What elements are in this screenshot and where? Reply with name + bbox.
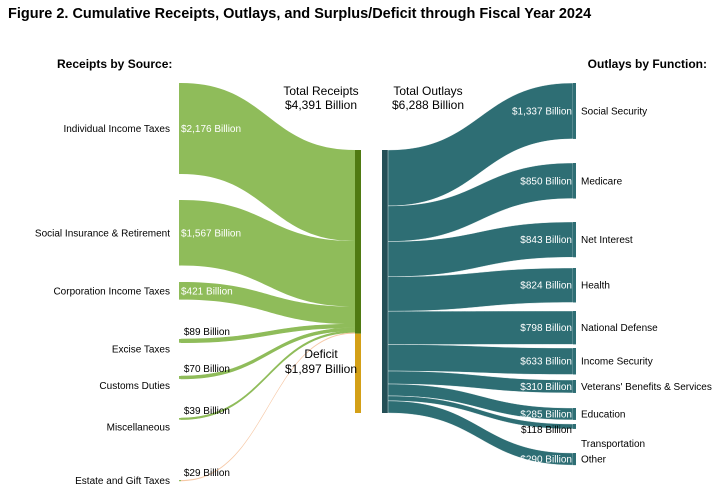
outlay-flow-national-defense xyxy=(387,310,574,345)
receipt-label-social-insurance-retirement: Social Insurance & Retirement xyxy=(35,228,170,239)
outlay-value-social-security: $1,337 Billion xyxy=(512,106,572,117)
outlay-label-education: Education xyxy=(581,409,625,420)
outlay-node-transportation xyxy=(573,424,576,429)
outlays-header: Outlays by Function: xyxy=(588,57,707,71)
outlay-label-transportation: Transportation xyxy=(581,439,645,450)
receipt-value-corporation-income-taxes: $421 Billion xyxy=(181,286,233,297)
outlay-flow-income-security xyxy=(387,344,574,375)
receipt-flow-estate-and-gift-taxes xyxy=(181,332,355,482)
receipt-node-social-insurance-retirement xyxy=(179,200,181,266)
receipt-label-excise-taxes: Excise Taxes xyxy=(112,344,170,355)
receipt-value-excise-taxes: $89 Billion xyxy=(184,327,230,338)
receipt-value-individual-income-taxes: $2,176 Billion xyxy=(181,124,241,135)
outlay-node-other xyxy=(573,453,576,466)
receipts-total-bar xyxy=(355,150,361,334)
outlay-label-social-security: Social Security xyxy=(581,106,647,117)
outlay-label-national-defense: National Defense xyxy=(581,323,658,334)
outlay-node-income-security xyxy=(573,348,576,375)
total-outlays-value: $6,288 Billion xyxy=(392,98,464,112)
receipt-value-social-insurance-retirement: $1,567 Billion xyxy=(181,228,241,239)
outlay-value-other: $290 Billion xyxy=(520,455,572,466)
total-receipts-value: $4,391 Billion xyxy=(285,98,357,112)
outlay-label-income-security: Income Security xyxy=(581,357,653,368)
outlay-node-health xyxy=(573,268,576,303)
total-outlays-label: Total Outlays xyxy=(393,84,462,98)
receipt-node-excise-taxes xyxy=(179,339,181,343)
receipt-flow-individual-income-taxes xyxy=(181,83,355,242)
outlay-flow-medicare xyxy=(387,162,574,242)
receipt-node-estate-and-gift-taxes xyxy=(179,480,181,482)
receipt-value-estate-and-gift-taxes: $29 Billion xyxy=(184,468,230,479)
receipt-flow-social-insurance-retirement xyxy=(181,200,355,307)
outlay-node-social-security xyxy=(573,83,576,139)
receipt-label-customs-duties: Customs Duties xyxy=(99,381,170,392)
outlay-node-national-defense xyxy=(573,311,576,345)
outlay-label-other: Other xyxy=(581,455,607,466)
outlay-value-veterans-benefits-services: $310 Billion xyxy=(520,382,572,393)
outlay-label-health: Health xyxy=(581,281,610,292)
receipt-flow-corporation-income-taxes xyxy=(181,282,355,325)
outlay-node-education xyxy=(573,408,576,420)
receipt-value-customs-duties: $70 Billion xyxy=(184,364,230,375)
receipt-label-corporation-income-taxes: Corporation Income Taxes xyxy=(53,286,170,297)
outlay-flow-social-security xyxy=(387,82,574,207)
deficit-bar xyxy=(355,333,361,413)
outlay-value-medicare: $850 Billion xyxy=(520,176,572,187)
outlay-value-income-security: $633 Billion xyxy=(520,357,572,368)
receipt-node-corporation-income-taxes xyxy=(179,282,181,300)
outlay-node-veterans-benefits-services xyxy=(573,380,576,393)
receipts-header: Receipts by Source: xyxy=(57,57,172,71)
outlay-value-education: $285 Billion xyxy=(520,409,572,420)
receipt-label-estate-and-gift-taxes: Estate and Gift Taxes xyxy=(75,476,170,487)
figure-title: Figure 2. Cumulative Receipts, Outlays, … xyxy=(8,6,592,22)
outlay-value-national-defense: $798 Billion xyxy=(520,323,572,334)
outlay-value-net-interest: $843 Billion xyxy=(520,235,572,246)
receipt-node-individual-income-taxes xyxy=(179,83,181,175)
receipt-label-miscellaneous: Miscellaneous xyxy=(107,422,170,433)
outlay-label-medicare: Medicare xyxy=(581,176,623,187)
receipt-node-customs-duties xyxy=(179,376,181,379)
outlay-label-veterans-benefits-services: Veterans' Benefits & Services xyxy=(581,382,712,393)
outlays-total-bar xyxy=(382,150,388,413)
receipt-node-miscellaneous xyxy=(179,418,181,420)
outlay-label-net-interest: Net Interest xyxy=(581,235,633,246)
outlay-flow-veterans-benefits-services xyxy=(387,370,574,394)
deficit-label: Deficit xyxy=(304,347,338,361)
receipt-label-individual-income-taxes: Individual Income Taxes xyxy=(63,124,170,135)
outlay-node-net-interest xyxy=(573,222,576,258)
outlay-node-medicare xyxy=(573,163,576,199)
outlay-value-health: $824 Billion xyxy=(520,281,572,292)
outlay-value-transportation: $118 Billion xyxy=(521,425,572,436)
deficit-value: $1,897 Billion xyxy=(285,362,357,376)
total-receipts-label: Total Receipts xyxy=(283,84,358,98)
receipt-value-miscellaneous: $39 Billion xyxy=(184,406,230,417)
